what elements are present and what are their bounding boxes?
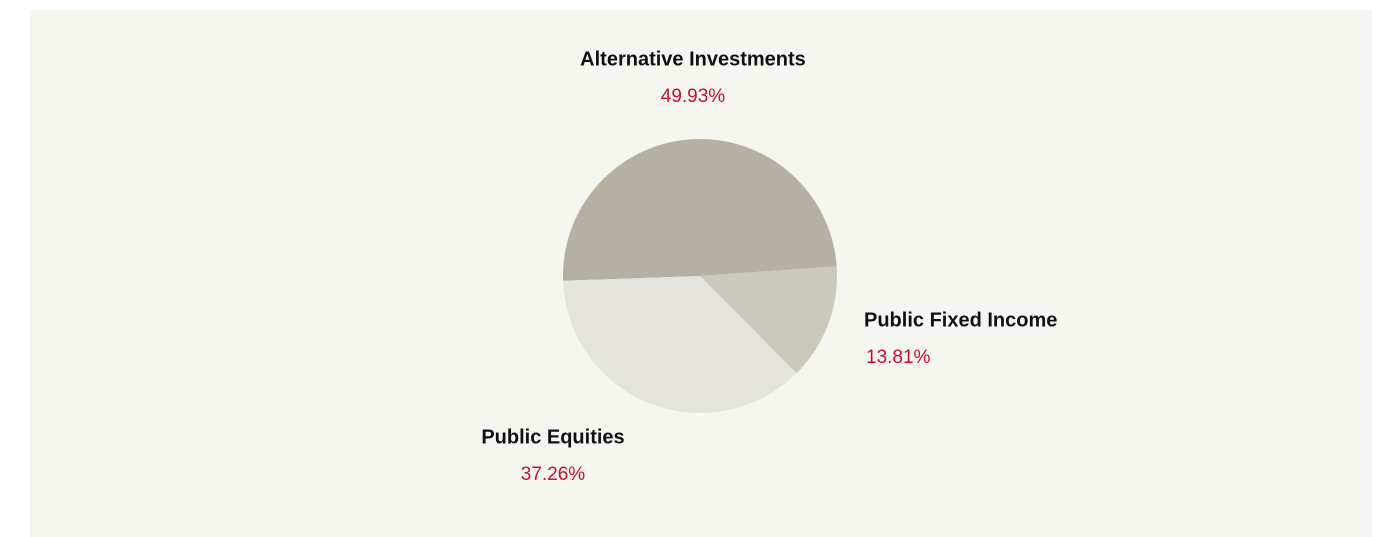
slice-label: Public Equities bbox=[481, 426, 624, 448]
slice-label: Alternative Investments bbox=[580, 48, 806, 70]
slice-label: Public Fixed Income bbox=[864, 309, 1057, 331]
slice-value: 13.81% bbox=[866, 347, 931, 368]
slice-value: 37.26% bbox=[521, 464, 586, 485]
pie-slice bbox=[700, 266, 837, 374]
pie-slice bbox=[563, 276, 797, 414]
slice-value: 49.93% bbox=[661, 86, 726, 107]
pie-slice bbox=[563, 138, 837, 281]
